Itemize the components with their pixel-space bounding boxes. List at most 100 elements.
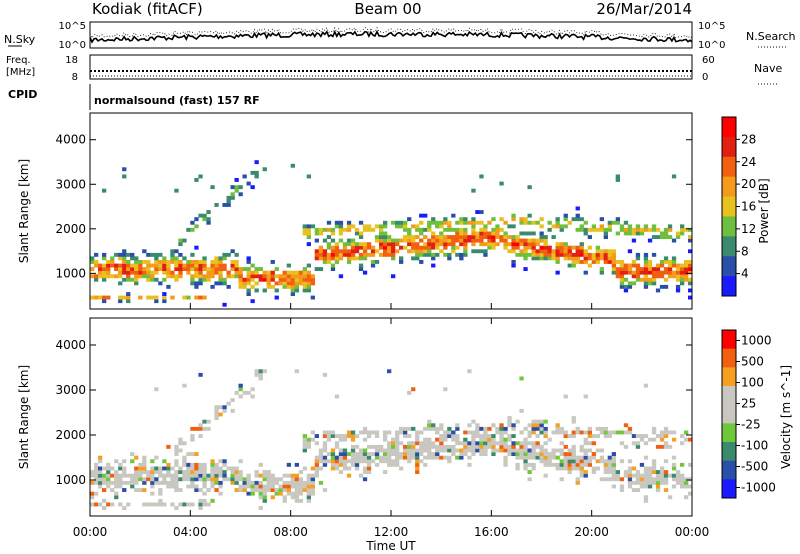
y-tick-label: 1000 — [55, 266, 86, 280]
velocity-cell — [447, 426, 452, 431]
power-cell — [407, 217, 412, 222]
power-cell — [567, 245, 572, 250]
power-cell — [539, 245, 544, 250]
power-cell — [619, 284, 625, 289]
power-cell — [310, 295, 315, 300]
velocity-cell — [282, 498, 287, 503]
velocity-cell — [463, 441, 468, 446]
power-cell — [463, 231, 468, 236]
velocity-cell — [318, 466, 324, 471]
velocity-cell — [262, 495, 267, 500]
velocity-cell — [579, 473, 584, 478]
power-cell — [190, 281, 195, 286]
power-cell — [651, 252, 657, 257]
velocity-cell — [202, 477, 207, 482]
power-cell — [503, 245, 508, 250]
power-cell — [338, 256, 344, 261]
power-cell — [354, 227, 360, 232]
velocity-cell — [403, 452, 408, 456]
power-cell — [158, 281, 163, 286]
power-cell — [290, 281, 295, 286]
velocity-cell — [294, 477, 299, 482]
power-cell — [391, 249, 396, 254]
velocity-cell — [627, 480, 633, 485]
power-cell — [246, 260, 251, 264]
velocity-cell — [254, 470, 259, 474]
velocity-cell — [262, 498, 267, 503]
power-cell — [122, 277, 127, 282]
velocity-cell — [515, 419, 520, 424]
power-cell — [623, 277, 629, 282]
power-cell — [659, 231, 665, 236]
power-cell — [607, 252, 612, 257]
power-cell — [443, 245, 448, 250]
velocity-cell — [415, 448, 420, 453]
velocity-cell — [174, 506, 179, 510]
velocity-cell — [459, 452, 464, 456]
velocity-cell — [346, 466, 352, 471]
power-cell — [555, 256, 560, 261]
power-cell — [639, 277, 645, 282]
power-cell — [186, 295, 191, 300]
velocity-cell — [507, 416, 512, 420]
velocity-cell — [639, 480, 645, 485]
power-cell — [515, 235, 520, 239]
velocity-cell — [688, 477, 693, 482]
power-cell — [487, 238, 492, 243]
nave-label: Nave — [754, 62, 782, 75]
velocity-cell — [391, 462, 396, 467]
velocity-cell — [479, 452, 484, 456]
velocity-cell — [619, 477, 625, 482]
velocity-cell — [423, 426, 428, 431]
velocity-cell — [274, 477, 279, 482]
velocity-cell — [663, 434, 669, 438]
velocity-cell — [403, 444, 408, 449]
velocity-cell — [110, 480, 115, 485]
power-cell — [631, 238, 637, 243]
velocity-cell — [567, 434, 572, 438]
power-cell — [663, 260, 669, 264]
power-cell — [250, 270, 255, 275]
velocity-cell — [435, 430, 440, 435]
power-cell — [487, 235, 492, 239]
velocity-cell — [190, 502, 195, 507]
velocity-cell — [350, 462, 356, 467]
velocity-cell — [615, 473, 620, 478]
colorbar-tick-label: -25 — [741, 418, 761, 432]
velocity-cell — [519, 430, 524, 435]
velocity-cell — [258, 462, 263, 467]
velocity-cell — [575, 480, 580, 485]
velocity-cell — [294, 488, 299, 492]
velocity-cell — [591, 441, 596, 446]
velocity-cell — [479, 444, 484, 449]
power-cell — [623, 288, 629, 293]
velocity-cell — [138, 473, 143, 478]
velocity-cell — [250, 488, 255, 492]
power-cell — [563, 217, 568, 222]
power-cell — [579, 217, 584, 222]
power-cell — [619, 263, 625, 268]
velocity-cell — [198, 502, 203, 507]
power-cell — [471, 188, 476, 193]
velocity-cell — [338, 459, 344, 464]
velocity-cell — [415, 470, 420, 474]
power-cell — [318, 231, 324, 236]
power-cell — [495, 242, 500, 247]
velocity-cell — [110, 502, 115, 507]
velocity-cell — [174, 484, 179, 489]
power-cell — [587, 227, 592, 232]
power-cell — [675, 263, 681, 268]
colorbar-swatch — [722, 479, 736, 499]
power-cell — [483, 242, 488, 247]
velocity-cell — [531, 452, 536, 456]
power-cell — [246, 181, 251, 186]
power-cell — [150, 274, 155, 279]
power-cell — [170, 270, 175, 275]
velocity-cell — [491, 434, 496, 438]
velocity-cell — [583, 441, 588, 446]
velocity-cell — [567, 462, 572, 467]
velocity-cell — [527, 462, 532, 467]
power-cell — [318, 252, 324, 257]
velocity-cell — [587, 448, 592, 453]
velocity-cell — [118, 480, 123, 485]
